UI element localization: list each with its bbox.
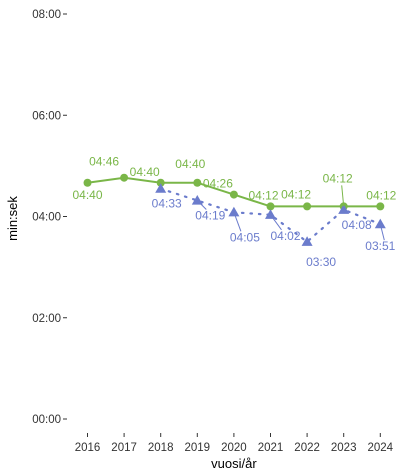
green-data-label: 04:40 — [72, 188, 102, 202]
y-tick-label: 02:00 — [32, 313, 61, 325]
green-data-label: 04:46 — [89, 155, 119, 169]
y-tick-label: 04:00 — [32, 212, 61, 224]
blue-point — [155, 183, 167, 193]
green-point — [376, 202, 385, 211]
green-data-label: 04:12 — [323, 171, 353, 185]
data-label-leader — [196, 200, 207, 210]
x-tick-label: 2018 — [148, 442, 174, 454]
data-label-leader — [270, 214, 282, 231]
x-tick-label: 2017 — [111, 442, 137, 454]
data-label-leader — [379, 223, 385, 241]
green-point — [83, 178, 92, 187]
x-tick-label: 2022 — [294, 442, 320, 454]
data-label-leader — [341, 185, 345, 207]
green-point — [266, 202, 275, 211]
blue-point — [338, 204, 350, 214]
y-tick-label: 08:00 — [32, 9, 61, 21]
blue-point — [265, 209, 276, 219]
x-axis: 2016 2017 2018 2019 2020 2021 2022 2023 2024 — [75, 433, 394, 454]
y-tick-label: 06:00 — [32, 110, 61, 122]
blue-data-label: 04:19 — [195, 208, 225, 222]
green-point — [156, 178, 165, 187]
green-data-label: 04:26 — [203, 177, 233, 191]
green-data-label: 04:12 — [366, 188, 396, 202]
green-point — [303, 202, 312, 211]
blue-data-label: 04:02 — [270, 229, 300, 243]
x-tick-label: 2016 — [75, 442, 101, 454]
blue-data-label: 04:05 — [230, 230, 260, 244]
green-point — [229, 190, 238, 199]
blue-point — [191, 195, 203, 205]
x-tick-label: 2019 — [185, 442, 211, 454]
green-data-label: 04:12 — [248, 188, 278, 202]
y-tick-label: 00:00 — [32, 414, 61, 426]
green-data-label: 04:12 — [281, 187, 311, 201]
blue-data-label: 04:08 — [342, 218, 372, 232]
x-tick-label: 2024 — [368, 442, 394, 454]
x-axis-title: vuosi/år — [211, 456, 257, 471]
series-layer — [83, 173, 386, 246]
blue-data-label: 03:30 — [306, 255, 336, 269]
green-point — [193, 178, 202, 187]
y-axis-title: min:sek — [5, 196, 20, 241]
blue-point — [228, 206, 240, 217]
green-data-label: 04:40 — [130, 165, 160, 179]
y-axis: 00:00 02:00 04:00 06:00 08:00 — [32, 9, 67, 426]
blue-point — [374, 218, 386, 229]
data-label-leader — [233, 212, 242, 232]
x-tick-label: 2023 — [331, 442, 357, 454]
blue-point — [301, 236, 313, 246]
x-tick-label: 2021 — [258, 442, 284, 454]
blue-data-label: 04:33 — [152, 197, 182, 211]
x-tick-label: 2020 — [221, 442, 247, 454]
blue-data-label: 03:51 — [365, 239, 395, 253]
green-data-label: 04:40 — [175, 157, 205, 171]
green-point — [120, 173, 129, 182]
